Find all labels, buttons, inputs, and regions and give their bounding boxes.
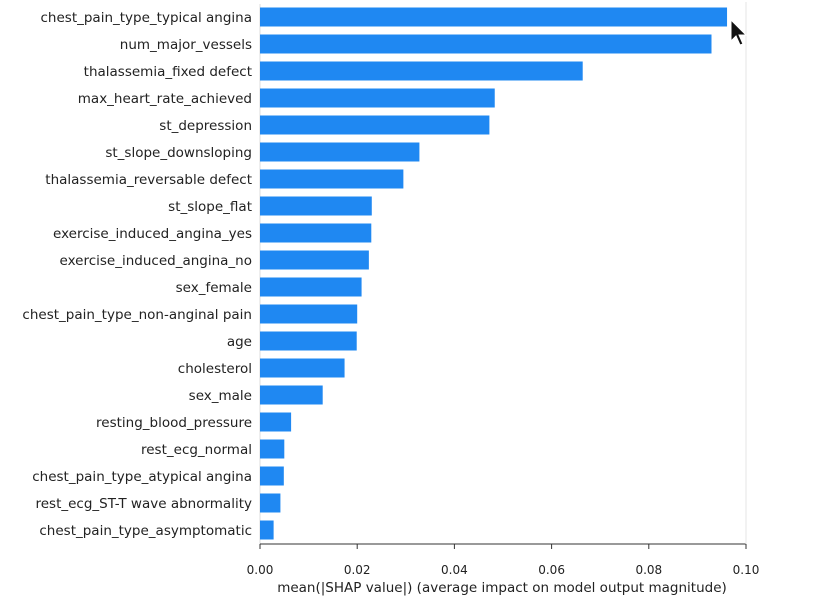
category-label: thalassemia_reversable defect	[45, 172, 252, 188]
bar-chest-pain-type-atypical-angina[interactable]	[260, 466, 284, 486]
bar-rest-ecg-st-t-wave-abnormality[interactable]	[260, 493, 281, 513]
category-label: exercise_induced_angina_yes	[53, 226, 252, 242]
bar-cholesterol[interactable]	[260, 358, 345, 378]
bar-exercise-induced-angina-no[interactable]	[260, 250, 369, 270]
category-label: sex_female	[176, 280, 252, 296]
category-label: st_depression	[159, 118, 252, 134]
x-axis-title: mean(|SHAP value|) (average impact on mo…	[277, 580, 727, 596]
x-ticks-group: 0.00 0.02 0.04 0.06 0.08 0.10	[247, 544, 760, 577]
category-label: st_slope_downsloping	[105, 145, 252, 161]
category-label: exercise_induced_angina_no	[60, 253, 253, 269]
x-tick-label: 0.04	[441, 563, 468, 577]
bar-sex-female[interactable]	[260, 277, 362, 297]
bar-chest-pain-type-typical-angina[interactable]	[260, 7, 728, 27]
category-label: rest_ecg_ST-T wave abnormality	[35, 496, 252, 512]
category-label: chest_pain_type_non-anginal pain	[22, 307, 252, 323]
bar-sex-male[interactable]	[260, 385, 323, 405]
bar-chest-pain-type-asymptomatic[interactable]	[260, 520, 274, 540]
category-labels-group: chest_pain_type_typical angina num_major_…	[22, 10, 252, 539]
bar-num-major-vessels[interactable]	[260, 34, 712, 54]
x-tick-label: 0.02	[344, 563, 371, 577]
x-tick-label: 0.10	[733, 563, 760, 577]
category-label: cholesterol	[178, 361, 252, 377]
bar-st-slope-flat[interactable]	[260, 196, 372, 216]
x-tick-label: 0.08	[635, 563, 662, 577]
category-label: st_slope_flat	[168, 199, 252, 215]
x-tick-label: 0.00	[247, 563, 274, 577]
category-label: chest_pain_type_atypical angina	[32, 469, 252, 485]
x-tick-label: 0.06	[538, 563, 565, 577]
bar-rest-ecg-normal[interactable]	[260, 439, 285, 459]
bar-thalassemia-fixed-defect[interactable]	[260, 61, 583, 81]
bar-st-depression[interactable]	[260, 115, 490, 135]
bar-max-heart-rate-achieved[interactable]	[260, 88, 495, 108]
bar-thalassemia-reversable-defect[interactable]	[260, 169, 404, 189]
category-label: rest_ecg_normal	[141, 442, 252, 458]
bar-chest-pain-type-non-anginal-pain[interactable]	[260, 304, 358, 324]
category-label: max_heart_rate_achieved	[78, 91, 252, 107]
category-label: chest_pain_type_asymptomatic	[39, 523, 252, 539]
category-label: chest_pain_type_typical angina	[41, 10, 253, 26]
bar-st-slope-downsloping[interactable]	[260, 142, 420, 162]
category-label: sex_male	[189, 388, 252, 404]
bar-age[interactable]	[260, 331, 357, 351]
category-label: resting_blood_pressure	[96, 415, 252, 431]
bar-exercise-induced-angina-yes[interactable]	[260, 223, 372, 243]
category-label: age	[227, 334, 252, 350]
category-label: thalassemia_fixed defect	[84, 64, 252, 80]
bars-group	[259, 4, 728, 544]
bar-resting-blood-pressure[interactable]	[260, 412, 292, 432]
mouse-cursor-icon	[730, 18, 748, 46]
category-label: num_major_vessels	[120, 37, 252, 53]
